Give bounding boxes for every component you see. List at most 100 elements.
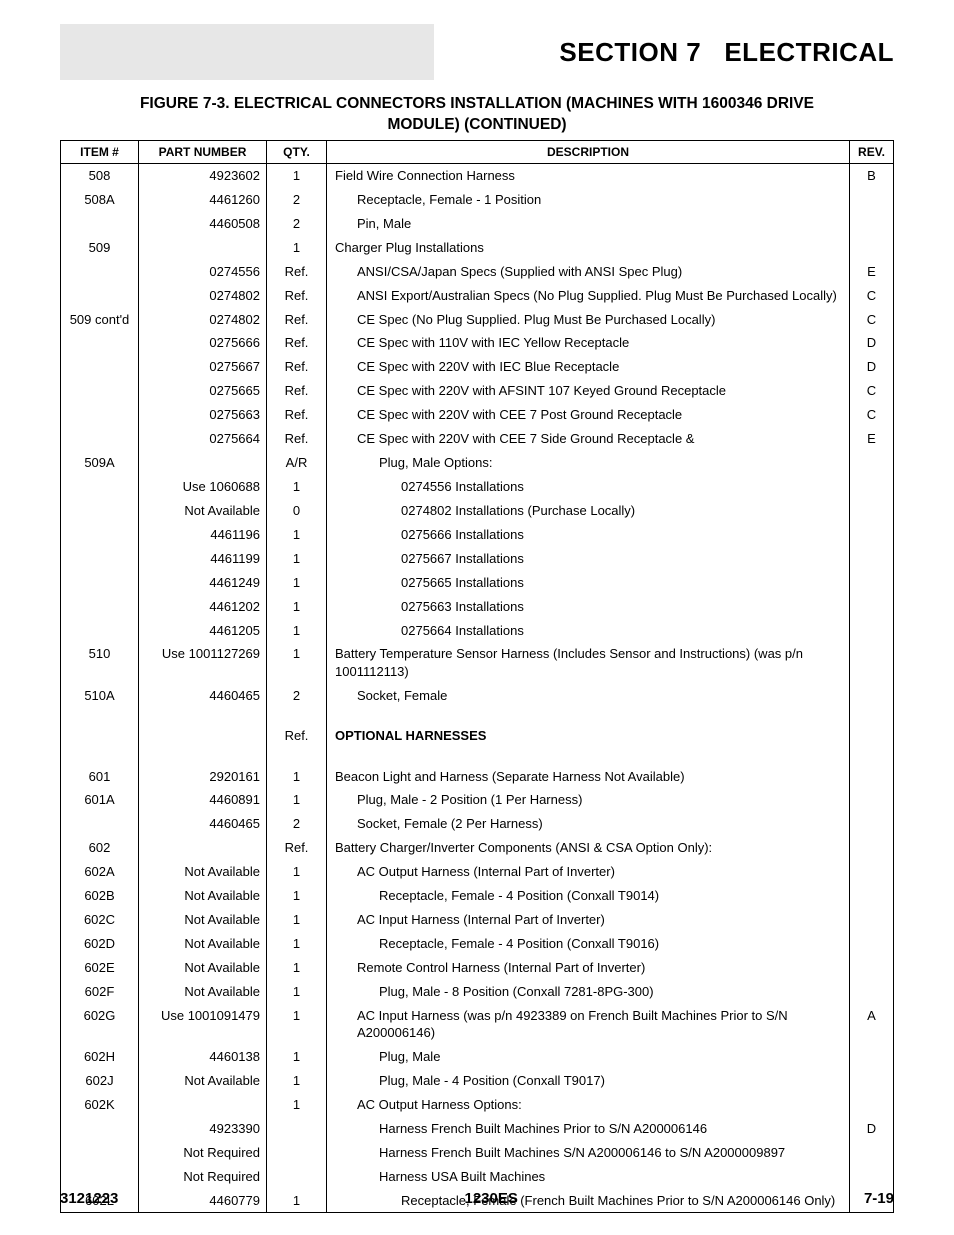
col-header-rev: REV.: [850, 140, 894, 163]
cell-rev: D: [850, 1117, 894, 1141]
cell-rev: [850, 1093, 894, 1117]
cell-desc: Plug, Male - 8 Position (Conxall 7281-8P…: [327, 980, 850, 1004]
table-row: 509AA/RPlug, Male Options:: [61, 451, 894, 475]
cell-rev: [850, 1165, 894, 1189]
cell-part: 4461196: [139, 523, 267, 547]
table-row: 4923390Harness French Built Machines Pri…: [61, 1117, 894, 1141]
cell-qty: 1: [267, 980, 327, 1004]
cell-part: 4461202: [139, 594, 267, 618]
cell-part: Not Available: [139, 499, 267, 523]
gap-cell: [61, 748, 139, 764]
col-header-part: PART NUMBER: [139, 140, 267, 163]
gap-cell: [267, 708, 327, 724]
cell-part: 4461260: [139, 188, 267, 212]
cell-qty: 0: [267, 499, 327, 523]
cell-rev: [850, 523, 894, 547]
cell-qty: 1: [267, 1069, 327, 1093]
cell-rev: C: [850, 283, 894, 307]
cell-qty: Ref.: [267, 260, 327, 284]
cell-rev: [850, 764, 894, 788]
cell-qty: Ref.: [267, 283, 327, 307]
cell-rev: [850, 836, 894, 860]
gap-cell: [139, 708, 267, 724]
cell-part: [139, 1093, 267, 1117]
gap-cell: [850, 748, 894, 764]
cell-part: 4460138: [139, 1045, 267, 1069]
col-header-item: ITEM #: [61, 140, 139, 163]
cell-item: [61, 475, 139, 499]
cell-part: 4460891: [139, 788, 267, 812]
cell-desc: ANSI/CSA/Japan Specs (Supplied with ANSI…: [327, 260, 850, 284]
cell-item: [61, 594, 139, 618]
table-row: 510Use 10011272691Battery Temperature Se…: [61, 642, 894, 683]
cell-rev: [850, 571, 894, 595]
cell-part: Not Required: [139, 1165, 267, 1189]
table-row: Ref.OPTIONAL HARNESSES: [61, 724, 894, 748]
cell-item: 601: [61, 764, 139, 788]
table-row: 602GUse 10010914791AC Input Harness (was…: [61, 1004, 894, 1045]
cell-qty: 1: [267, 908, 327, 932]
table-row: 44605082Pin, Male: [61, 212, 894, 236]
table-row: 0275665Ref.CE Spec with 220V with AFSINT…: [61, 379, 894, 403]
table-row: Not Required Harness USA Built Machines: [61, 1165, 894, 1189]
cell-item: 602J: [61, 1069, 139, 1093]
cell-item: [61, 403, 139, 427]
section-title: SECTION 7 ELECTRICAL: [559, 24, 894, 80]
table-row: 60129201611Beacon Light and Harness (Sep…: [61, 764, 894, 788]
table-row: 0274802Ref.ANSI Export/Australian Specs …: [61, 283, 894, 307]
cell-item: [61, 355, 139, 379]
cell-part: Not Available: [139, 956, 267, 980]
cell-item: 602E: [61, 956, 139, 980]
cell-rev: [850, 788, 894, 812]
cell-desc: 0274556 Installations: [327, 475, 850, 499]
cell-rev: [850, 724, 894, 748]
cell-rev: [850, 475, 894, 499]
cell-part: 0274556: [139, 260, 267, 284]
gap-cell: [327, 748, 850, 764]
cell-rev: [850, 236, 894, 260]
cell-qty: A/R: [267, 451, 327, 475]
cell-desc: CE Spec with 110V with IEC Yellow Recept…: [327, 331, 850, 355]
table-row: [61, 708, 894, 724]
col-header-qty: QTY.: [267, 140, 327, 163]
table-row: 446119910275667 Installations: [61, 547, 894, 571]
table-row: 602ANot Available1AC Output Harness (Int…: [61, 860, 894, 884]
cell-part: 0275666: [139, 331, 267, 355]
cell-part: 2920161: [139, 764, 267, 788]
figure-title-line2: MODULE) (CONTINUED): [60, 115, 894, 136]
cell-rev: [850, 499, 894, 523]
cell-qty: Ref.: [267, 307, 327, 331]
cell-desc: CE Spec with 220V with IEC Blue Receptac…: [327, 355, 850, 379]
cell-item: 602F: [61, 980, 139, 1004]
cell-rev: [850, 642, 894, 683]
cell-item: [61, 1165, 139, 1189]
cell-item: [61, 1117, 139, 1141]
cell-desc: Receptacle, Female - 1 Position: [327, 188, 850, 212]
cell-qty: Ref.: [267, 836, 327, 860]
cell-desc: Battery Charger/Inverter Components (ANS…: [327, 836, 850, 860]
cell-qty: 1: [267, 1045, 327, 1069]
cell-rev: [850, 1141, 894, 1165]
cell-desc: CE Spec with 220V with AFSINT 107 Keyed …: [327, 379, 850, 403]
table-row: 510A44604652Socket, Female: [61, 684, 894, 708]
cell-rev: [850, 547, 894, 571]
table-row: Use 106068810274556 Installations: [61, 475, 894, 499]
cell-item: [61, 427, 139, 451]
cell-qty: Ref.: [267, 379, 327, 403]
cell-qty: 1: [267, 932, 327, 956]
cell-desc: Plug, Male: [327, 1045, 850, 1069]
cell-item: 510: [61, 642, 139, 683]
table-row: 5091Charger Plug Installations: [61, 236, 894, 260]
cell-desc: Harness USA Built Machines: [327, 1165, 850, 1189]
cell-qty: 1: [267, 788, 327, 812]
gap-cell: [61, 708, 139, 724]
cell-item: 510A: [61, 684, 139, 708]
table-row: 446124910275665 Installations: [61, 571, 894, 595]
cell-qty: 1: [267, 884, 327, 908]
cell-rev: [850, 860, 894, 884]
cell-rev: [850, 812, 894, 836]
cell-item: [61, 618, 139, 642]
cell-qty: 1: [267, 764, 327, 788]
cell-part: 4460508: [139, 212, 267, 236]
cell-part: Not Available: [139, 932, 267, 956]
